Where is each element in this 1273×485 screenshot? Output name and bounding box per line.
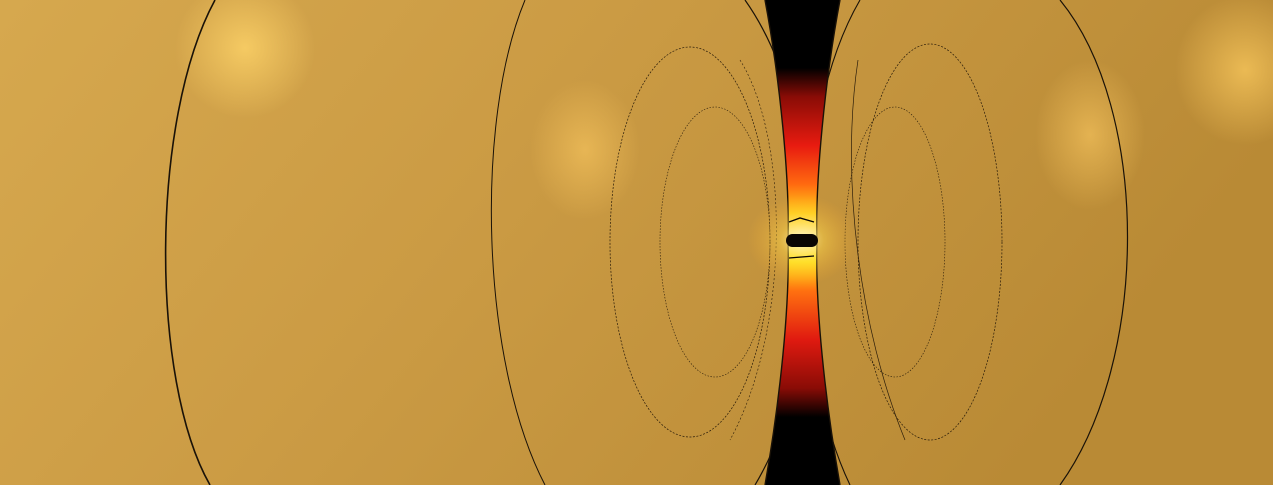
right-particle <box>805 0 1273 485</box>
hotspot <box>747 195 857 285</box>
